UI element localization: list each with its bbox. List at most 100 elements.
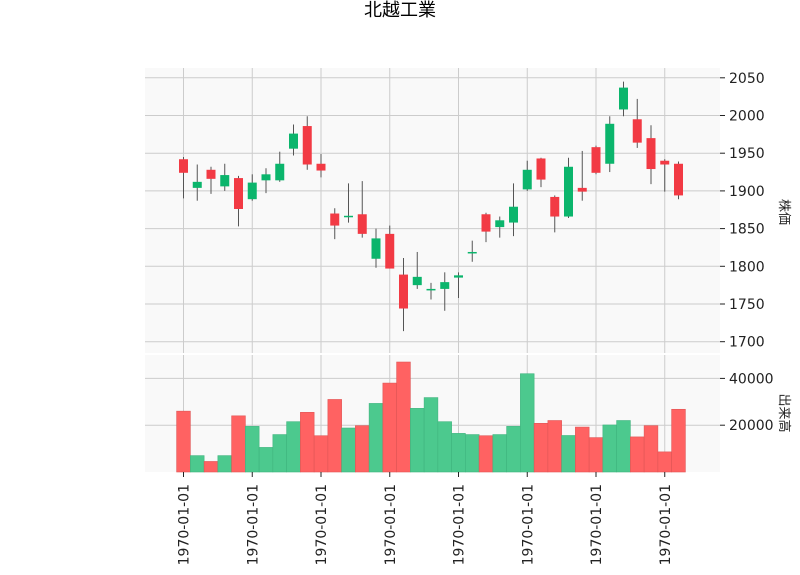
candle-body <box>632 119 642 143</box>
volume-bar <box>355 425 370 473</box>
volume-bar <box>410 408 425 473</box>
candle-body <box>481 214 491 232</box>
price-tick-label: 1950 <box>729 146 765 162</box>
candle-body <box>660 160 670 165</box>
candle-body <box>495 220 505 228</box>
candle-body <box>467 251 477 254</box>
x-tick-label: 1970-01-01 <box>383 484 399 565</box>
candle-body <box>385 233 395 269</box>
candle-body <box>330 213 340 226</box>
volume-tick-label: 40000 <box>729 371 774 387</box>
candle-body <box>234 178 243 209</box>
volume-bar <box>506 426 521 473</box>
candle-body <box>275 163 285 181</box>
candle-body <box>316 163 326 171</box>
candle-body <box>220 175 230 187</box>
candle-body <box>344 215 353 218</box>
candle-body <box>564 166 573 217</box>
volume-bar <box>190 455 205 473</box>
candle-body <box>426 288 436 291</box>
volume-bar <box>520 373 535 473</box>
volume-bar <box>465 434 480 473</box>
x-tick-label: 1970-01-01 <box>245 484 261 565</box>
x-tick-label: 1970-01-01 <box>314 484 330 565</box>
volume-bar <box>272 434 287 473</box>
volume-bar <box>203 461 219 473</box>
volume-bar <box>231 415 246 473</box>
price-axis-label: 株価 <box>776 199 791 225</box>
candle-body <box>591 147 601 173</box>
volume-bar <box>478 435 494 473</box>
candle-body <box>289 133 298 149</box>
volume-bar <box>533 423 549 473</box>
price-panel-background <box>145 68 720 353</box>
price-tick-label: 1700 <box>729 335 765 351</box>
volume-bar <box>382 382 397 473</box>
candle-body <box>371 238 381 259</box>
volume-axis-label: 出来高 <box>776 393 792 432</box>
candle-body <box>261 174 271 181</box>
candle-body <box>577 187 587 192</box>
volume-tick-label: 20000 <box>729 418 774 434</box>
price-tick-label: 2000 <box>729 109 765 125</box>
x-tick-label: 1970-01-01 <box>589 484 605 565</box>
x-tick-label: 1970-01-01 <box>452 484 468 565</box>
volume-bar <box>437 421 452 473</box>
candle-body <box>412 276 422 286</box>
volume-bar <box>451 433 466 473</box>
x-tick-labels: 1970-01-01 1970-01-01 1970-01-01 1970-01-01… <box>177 472 674 565</box>
volume-bar <box>492 434 507 473</box>
volume-tick-labels: 20000 40000 <box>720 371 774 434</box>
volume-bar <box>657 451 672 473</box>
candles <box>179 81 683 332</box>
candle-body <box>646 138 656 170</box>
price-tick-label: 1800 <box>729 259 765 275</box>
volume-bar <box>561 435 576 473</box>
volume-bar <box>575 426 590 473</box>
volume-bar <box>368 403 384 473</box>
price-tick-label: 1850 <box>729 222 765 238</box>
volume-bar <box>217 455 232 473</box>
volume-bar <box>643 425 659 473</box>
candle-body <box>179 159 188 173</box>
x-tick-label: 1970-01-01 <box>520 484 536 565</box>
candle-body <box>440 282 450 289</box>
candle-body <box>206 169 216 179</box>
candle-body <box>536 158 546 180</box>
volume-bar <box>588 437 604 473</box>
candle-body <box>302 126 312 165</box>
volume-bar <box>327 399 342 473</box>
price-tick-label: 1900 <box>729 184 765 200</box>
candle-body <box>522 169 532 190</box>
volume-bar <box>616 420 631 473</box>
candle-body <box>550 196 560 217</box>
candle-body <box>674 163 683 196</box>
volume-bar <box>258 447 274 473</box>
candle-body <box>357 214 367 234</box>
volume-bar <box>547 420 562 473</box>
volume-bar <box>286 421 301 473</box>
chart-title: 北越工業 <box>364 0 436 21</box>
candle-body <box>454 275 463 278</box>
volume-bars <box>176 361 686 473</box>
price-tick-labels: 1700 1750 1800 1850 1900 1950 2000 2050 <box>720 71 765 351</box>
candle-body <box>509 206 518 223</box>
volume-bar <box>423 397 439 473</box>
candle-body <box>399 274 408 309</box>
x-tick-label: 1970-01-01 <box>658 484 674 565</box>
volume-bar <box>602 424 617 473</box>
volume-bar <box>341 427 356 473</box>
volume-bar <box>396 361 411 473</box>
price-tick-label: 1750 <box>729 297 765 313</box>
volume-bar <box>300 412 315 473</box>
x-tick-label: 1970-01-01 <box>177 484 193 565</box>
volume-bar <box>630 436 645 473</box>
candle-body <box>247 182 257 200</box>
volume-bar <box>313 435 329 473</box>
candle-body <box>192 181 202 188</box>
volume-bar <box>176 410 191 473</box>
volume-bar <box>671 408 686 473</box>
price-tick-label: 2050 <box>729 71 765 87</box>
candle-body <box>619 87 628 110</box>
